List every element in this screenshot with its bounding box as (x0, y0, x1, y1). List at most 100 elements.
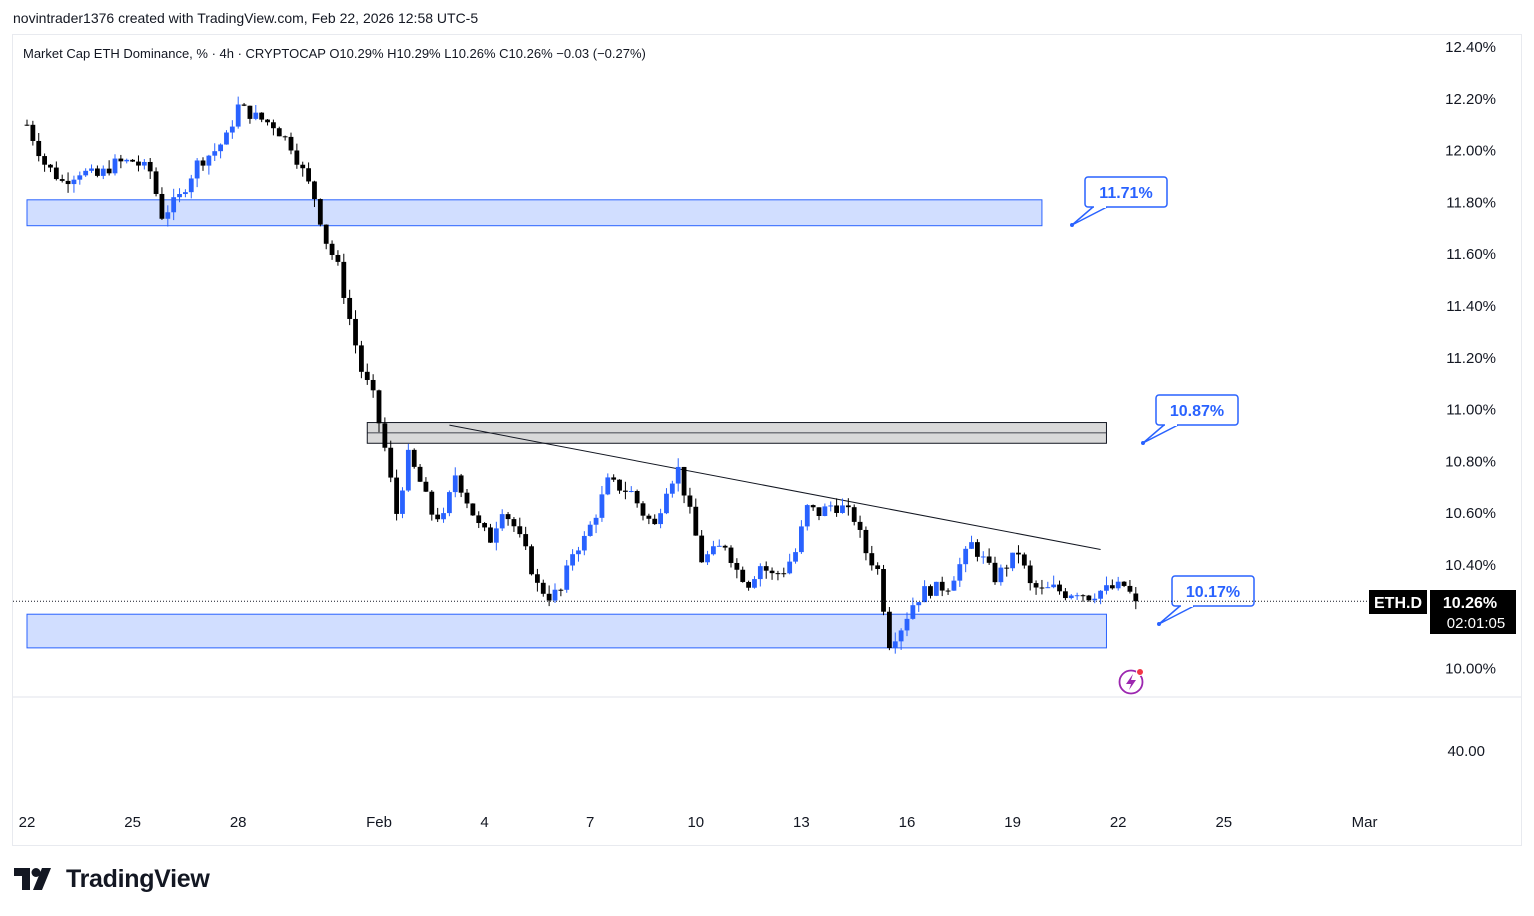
time-tick-label: 13 (793, 814, 810, 831)
candle (417, 464, 423, 482)
candle-body (42, 156, 47, 165)
candle-body (822, 506, 828, 516)
candle-body (464, 492, 470, 504)
candle (329, 240, 335, 260)
candle (147, 157, 153, 179)
time-tick-label: 19 (1004, 814, 1021, 831)
candle (112, 154, 118, 176)
candle (323, 224, 329, 250)
candle (980, 551, 986, 564)
candle (1045, 581, 1051, 589)
candle-body (892, 641, 898, 649)
callout-label: 11.71% (1099, 185, 1152, 202)
candle-body (552, 589, 558, 601)
candle-body (48, 164, 53, 168)
candle-body (235, 104, 241, 127)
callout-anchor (1070, 223, 1074, 227)
candle-body (1033, 583, 1039, 588)
candle (317, 198, 323, 227)
candle-body (323, 224, 329, 244)
candle-body (875, 565, 881, 570)
candle-body (628, 491, 634, 493)
candle (799, 520, 804, 554)
candle-body (271, 122, 276, 129)
candle-body (734, 562, 740, 570)
candle-body (89, 168, 94, 171)
candle-body (834, 505, 839, 513)
candle-body (1016, 552, 1021, 555)
candle (218, 143, 223, 159)
candle-body (30, 124, 36, 141)
candle (53, 161, 59, 181)
candle (435, 507, 441, 523)
candle (711, 540, 716, 556)
price-tick-label: 10.40% (1445, 557, 1496, 574)
tradingview-logo-icon (14, 868, 51, 890)
price-tick-label: 11.40% (1446, 298, 1496, 315)
candle (687, 487, 693, 514)
price-tick-label: 12.00% (1445, 143, 1496, 160)
time-tick-label: 4 (480, 814, 488, 831)
lightning-alert-icon[interactable] (1118, 668, 1144, 695)
candle (394, 469, 399, 521)
price-tick-label: 10.00% (1445, 661, 1496, 678)
candle (769, 567, 775, 580)
candle-body (576, 550, 581, 555)
candle (810, 504, 816, 511)
candle (159, 187, 165, 220)
candle-body (787, 561, 793, 574)
candle-body (1063, 591, 1068, 599)
candle-body (36, 140, 42, 157)
time-tick-label: 28 (230, 814, 247, 831)
candle-body (476, 515, 482, 524)
candle (493, 521, 499, 551)
candle-body (317, 199, 323, 225)
candle-body (980, 556, 986, 558)
candle (611, 474, 617, 482)
candle (464, 489, 470, 509)
candle-body (95, 168, 100, 176)
candle-body (916, 602, 922, 606)
candle-body (558, 589, 564, 591)
candle-body (312, 181, 317, 200)
candle (271, 119, 276, 136)
candle-body (699, 535, 705, 563)
candle-body (693, 506, 699, 536)
candle (177, 188, 182, 203)
candle (1098, 590, 1103, 605)
price-tick-label: 10.80% (1445, 453, 1496, 470)
candle (863, 526, 869, 561)
candle-body (206, 155, 212, 166)
candle (153, 167, 159, 197)
candle-body (529, 546, 534, 575)
candle-body (975, 542, 980, 557)
candle (36, 132, 42, 162)
candle-body (1027, 565, 1033, 584)
candle (194, 158, 200, 188)
candle (511, 517, 517, 532)
candle-body (306, 168, 311, 182)
last-price-badge: 10.26% 02:01:05 (1430, 590, 1516, 634)
candle-body (241, 104, 247, 106)
last-price-badge-bg (1430, 590, 1516, 634)
candle-body (617, 479, 622, 491)
candle-body (224, 132, 229, 145)
candle-body (963, 548, 969, 565)
candle (757, 563, 763, 587)
candle (734, 558, 740, 579)
candle (658, 508, 663, 529)
candle-body (382, 423, 388, 448)
candle-body (951, 580, 957, 591)
tradingview-logo[interactable]: TradingView (14, 864, 210, 894)
candle-body (928, 586, 933, 596)
candle-body (828, 505, 834, 507)
candle-body (711, 546, 716, 555)
candle (1068, 594, 1074, 600)
candle (312, 180, 317, 208)
candle-body (405, 449, 411, 491)
candle (206, 154, 212, 175)
candle-body (793, 552, 798, 562)
candle (452, 467, 458, 498)
symbol-legend[interactable]: Market Cap ETH Dominance, % · 4h · CRYPT… (23, 46, 646, 61)
